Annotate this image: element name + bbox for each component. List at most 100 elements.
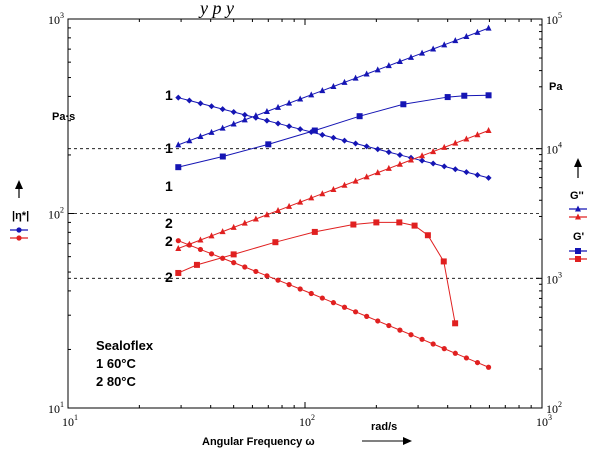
curve-label-gpp-80: 2 xyxy=(165,215,173,231)
data-point xyxy=(374,66,381,73)
data-point xyxy=(241,116,248,123)
data-point xyxy=(308,91,315,98)
data-point xyxy=(474,131,481,138)
series-Gpp60 xyxy=(175,24,492,148)
data-point xyxy=(193,261,200,268)
data-point xyxy=(485,364,492,370)
curve-label-gpp-60: 1 xyxy=(165,140,173,156)
legend-eta-60c xyxy=(10,227,28,233)
data-point xyxy=(407,156,414,163)
series-Gpp80 xyxy=(175,127,492,251)
data-point xyxy=(396,160,403,167)
data-point xyxy=(385,62,392,69)
data-point xyxy=(186,137,193,144)
data-point xyxy=(208,128,215,135)
data-point xyxy=(452,320,459,327)
data-point xyxy=(230,120,237,127)
series-Gp80 xyxy=(175,219,459,327)
data-point xyxy=(208,232,215,239)
data-point xyxy=(352,140,359,147)
data-point xyxy=(275,277,281,283)
left-legend: |η*| xyxy=(10,180,29,241)
data-point xyxy=(219,106,226,113)
x-tick-label: 102 xyxy=(299,413,315,429)
data-point xyxy=(400,101,407,108)
data-point xyxy=(419,152,426,159)
data-point xyxy=(408,332,414,338)
data-point xyxy=(463,169,470,176)
data-point xyxy=(396,151,403,158)
data-point xyxy=(272,239,279,246)
data-point xyxy=(208,103,215,110)
y-right-tick-label: 103 xyxy=(546,270,562,286)
data-point xyxy=(230,108,237,115)
curve-label-gp-60: 1 xyxy=(165,178,173,194)
curve-label-gp-80: 2 xyxy=(165,233,173,249)
data-point xyxy=(452,139,459,146)
data-point xyxy=(275,207,282,214)
y-right-tick-label: 104 xyxy=(546,141,562,157)
legend-marker xyxy=(16,235,22,241)
data-point xyxy=(186,242,192,248)
legend-gpp-80c xyxy=(569,213,587,220)
y-left-tick-label: 101 xyxy=(48,400,64,416)
data-point xyxy=(430,45,437,52)
data-point xyxy=(297,95,304,102)
y-right-tick-label: 102 xyxy=(546,400,562,416)
data-point xyxy=(441,163,448,170)
data-point xyxy=(430,160,437,167)
data-point xyxy=(219,228,226,235)
data-point xyxy=(330,134,337,141)
data-point xyxy=(386,322,392,329)
data-point xyxy=(441,346,447,352)
data-point xyxy=(230,223,237,230)
data-point xyxy=(396,57,403,64)
data-point xyxy=(424,232,431,239)
data-point xyxy=(474,171,481,178)
annotation-title: Sealoflex xyxy=(96,338,154,353)
data-point xyxy=(363,70,370,77)
data-point xyxy=(341,304,348,310)
data-point xyxy=(297,126,304,133)
data-point xyxy=(452,166,459,173)
data-point xyxy=(452,37,459,44)
data-point xyxy=(231,260,237,266)
legend-marker xyxy=(575,248,581,254)
data-point xyxy=(275,103,282,110)
data-point xyxy=(263,108,270,115)
y-right-tick-label: 105 xyxy=(546,11,562,27)
data-point xyxy=(241,219,248,226)
data-point xyxy=(319,131,326,138)
data-point xyxy=(241,111,248,118)
data-point xyxy=(264,273,270,279)
data-point xyxy=(463,135,470,142)
data-series xyxy=(175,24,492,370)
data-point xyxy=(263,117,270,124)
curve-label-eta-80: 2 xyxy=(165,269,173,285)
x-tick-label: 103 xyxy=(536,413,552,429)
data-point xyxy=(463,355,469,361)
data-point xyxy=(286,123,293,130)
data-point xyxy=(350,221,357,228)
y-left-unit: Pa·s xyxy=(52,111,75,123)
gridlines xyxy=(68,148,542,279)
data-point xyxy=(197,100,204,107)
data-point xyxy=(175,244,182,251)
data-point xyxy=(352,309,359,315)
data-point xyxy=(265,141,272,148)
data-point xyxy=(375,318,381,324)
axis-ticks xyxy=(67,18,543,409)
data-point xyxy=(474,359,481,366)
legend-gpp-60c xyxy=(569,205,587,212)
data-point xyxy=(485,24,492,31)
series-eta80 xyxy=(175,238,492,370)
data-point xyxy=(452,350,458,356)
right-legend-arrow xyxy=(574,158,582,178)
data-point xyxy=(364,313,370,319)
data-point xyxy=(356,113,363,120)
data-point xyxy=(419,49,426,56)
data-point xyxy=(175,94,182,101)
data-point xyxy=(385,149,392,156)
